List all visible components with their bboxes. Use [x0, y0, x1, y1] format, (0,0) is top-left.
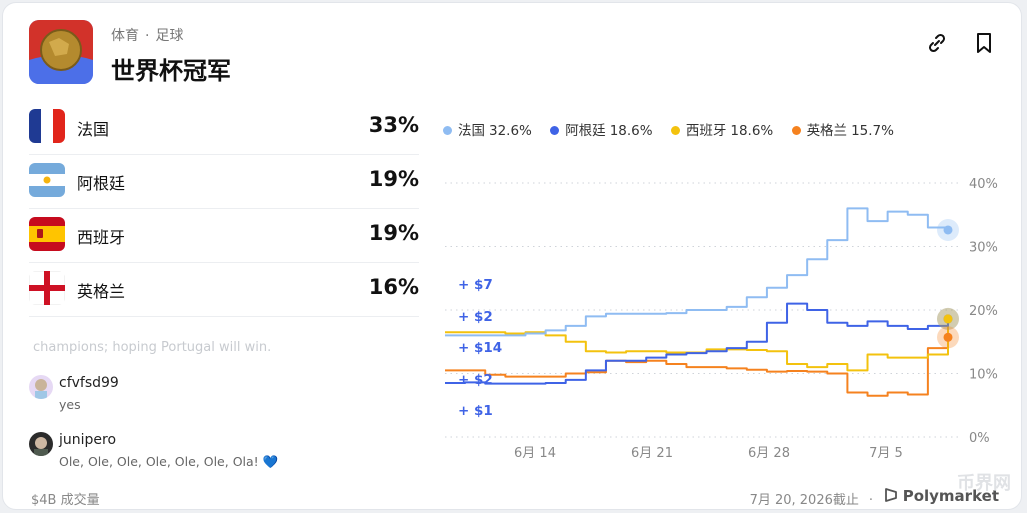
breadcrumb-category[interactable]: 体育 — [111, 28, 139, 44]
breadcrumb: 体育 · 足球 — [111, 25, 183, 45]
market-logo — [29, 20, 93, 84]
legend-item-argentina: 阿根廷 18.6% — [550, 119, 653, 139]
legend-value: 15.7% — [851, 123, 894, 139]
series-end-marker — [943, 314, 953, 324]
avatar[interactable] — [29, 375, 53, 399]
trade-label: + $2 — [458, 372, 493, 388]
x-tick-label: 7月 5 — [869, 446, 903, 461]
bookmark-button[interactable] — [972, 31, 996, 55]
outcome-row-england[interactable]: 英格兰 16% — [29, 263, 419, 317]
avatar[interactable] — [29, 432, 53, 456]
end-date: 7月 20, 2026截止 · — [750, 489, 873, 508]
legend-value: 32.6% — [489, 123, 532, 139]
england-flag-icon — [29, 271, 65, 305]
trade-label: + $2 — [458, 309, 493, 325]
end-date-text: 7月 20, 2026截止 — [749, 493, 859, 508]
comment-text: yes — [59, 397, 81, 412]
legend-swatch — [550, 126, 560, 135]
comment-username[interactable]: junipero — [59, 432, 117, 448]
brand-name: Polymarket — [902, 487, 999, 505]
y-tick-label: 40% — [969, 177, 998, 192]
spain-flag-icon — [29, 217, 65, 251]
series-end-marker — [943, 225, 953, 235]
breadcrumb-subcategory[interactable]: 足球 — [155, 28, 184, 44]
outcome-name: 阿根廷 — [77, 174, 126, 193]
outcome-percent: 19% — [368, 167, 419, 191]
france-flag-icon — [29, 109, 65, 143]
link-button[interactable] — [925, 31, 949, 55]
legend-value: 18.6% — [730, 123, 774, 139]
y-tick-label: 10% — [969, 368, 998, 383]
comment-text: Ole, Ole, Ole, Ole, Ole, Ole, Ola! 💙 — [59, 454, 279, 469]
watermark: 币界网 — [957, 473, 1011, 494]
chart-legend: 法国 32.6% 阿根廷 18.6% 西班牙 18.6% 英格兰 15.7% — [443, 119, 908, 139]
trade-label: + $1 — [458, 403, 493, 419]
legend-item-france: 法国 32.6% — [443, 119, 532, 139]
link-icon — [928, 33, 946, 53]
legend-value: 18.6% — [609, 123, 653, 139]
outcome-percent: 19% — [368, 221, 419, 245]
outcome-row-argentina[interactable]: 阿根廷 19% — [29, 155, 419, 209]
trade-label: + $14 — [458, 340, 502, 356]
legend-label: 法国 — [458, 123, 485, 139]
legend-label: 英格兰 — [806, 123, 848, 139]
outcome-name: 法国 — [77, 120, 110, 139]
breadcrumb-separator: · — [145, 28, 150, 44]
y-tick-label: 30% — [969, 241, 998, 256]
outcome-percent: 16% — [368, 275, 419, 299]
legend-swatch — [670, 126, 680, 135]
x-tick-label: 6月 14 — [514, 446, 556, 461]
trade-label: + $7 — [458, 277, 493, 293]
polymarket-logo-icon — [884, 488, 897, 502]
x-tick-label: 6月 21 — [631, 446, 673, 461]
series-line-spain — [445, 318, 949, 372]
volume-label: $4B 成交量 — [31, 493, 100, 508]
comment-faded-text: champions; hoping Portugal will win. — [33, 340, 272, 355]
bookmark-icon — [977, 33, 991, 53]
legend-label: 西班牙 — [685, 123, 727, 139]
price-history-chart[interactable]: 40% 30% 20% 10% 0% 6月 14 6月 21 6月 28 7月 5 + $7 + $… — [3, 3, 1022, 510]
outcome-name: 英格兰 — [77, 282, 126, 301]
outcome-row-spain[interactable]: 西班牙 19% — [29, 209, 419, 263]
legend-item-england: 英格兰 15.7% — [791, 119, 894, 139]
legend-label: 阿根廷 — [565, 123, 606, 139]
legend-swatch — [791, 126, 801, 135]
comment-list: cfvfsd99 yes junipero Ole, Ole, Ole, Ole… — [29, 333, 419, 483]
market-title: 世界杯冠军 — [111, 57, 231, 85]
series-line-france — [445, 207, 949, 337]
series-line-england — [445, 337, 949, 397]
footer-separator: · — [868, 493, 873, 508]
series-line-argentina — [445, 302, 949, 385]
argentina-flag-icon — [29, 163, 65, 197]
outcome-name: 西班牙 — [77, 228, 126, 247]
legend-swatch — [443, 126, 452, 135]
outcome-percent: 33% — [368, 113, 419, 137]
legend-item-spain: 西班牙 18.6% — [670, 119, 774, 139]
comment-username[interactable]: cfvfsd99 — [59, 375, 119, 391]
y-tick-label: 20% — [969, 304, 998, 319]
y-tick-label: 0% — [969, 431, 990, 446]
polymarket-brand[interactable]: Polymarket — [883, 487, 999, 505]
outcome-row-france[interactable]: 法国 33% — [29, 101, 419, 155]
series-end-marker — [943, 332, 953, 342]
x-tick-label: 6月 28 — [748, 446, 790, 461]
